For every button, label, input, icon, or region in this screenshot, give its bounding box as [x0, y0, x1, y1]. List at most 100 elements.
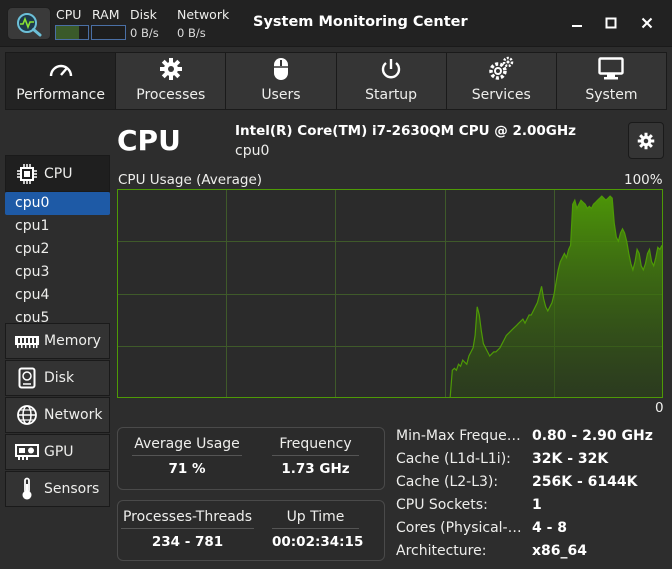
usage-line: [449, 195, 663, 398]
mini-network-value: 0 B/s: [177, 26, 206, 40]
gear-icon: [159, 56, 183, 82]
sidebar-item-memory[interactable]: Memory: [5, 323, 110, 359]
mini-disk-value: 0 B/s: [130, 26, 159, 40]
info-key-cores: Cores (Physical-Lo...: [396, 520, 526, 536]
globe-icon: [14, 404, 40, 426]
info-key-architecture: Architecture:: [396, 543, 487, 559]
tab-label: Users: [261, 87, 301, 103]
monitor-search-icon: [17, 12, 42, 36]
stat-label: Up Time: [272, 509, 359, 529]
gear-icon: [637, 132, 655, 149]
usage-area: [450, 196, 662, 397]
mini-disk-label: Disk: [130, 7, 157, 22]
uptime-stat: Up Time 00:02:34:15: [272, 509, 364, 550]
disk-icon: [14, 367, 40, 389]
info-value-min-max-frequency: 0.80 - 2.90 GHz: [532, 428, 653, 444]
list-item-cpu2[interactable]: cpu2: [15, 241, 50, 257]
mini-network-label: Network: [177, 7, 230, 22]
list-item-cpu5[interactable]: cpu5: [15, 310, 50, 322]
minimize-button[interactable]: [566, 12, 588, 34]
info-value-cpu-sockets: 1: [532, 497, 542, 513]
tab-label: Services: [471, 87, 531, 103]
sidebar-item-label: Network: [44, 407, 103, 423]
tab-processes[interactable]: Processes: [116, 53, 226, 109]
sidebar-item-label: CPU: [44, 165, 73, 182]
cpu-core-list: cpu0 cpu1 cpu2 cpu3 cpu4 cpu5: [5, 192, 110, 322]
mini-ram-label: RAM: [92, 7, 120, 22]
average-usage-stat: Average Usage 71 %: [132, 436, 242, 477]
tab-label: Processes: [136, 87, 206, 103]
mini-cpu-meter: [55, 25, 89, 40]
stat-label: Average Usage: [132, 436, 242, 456]
tab-label: Performance: [16, 87, 105, 103]
monitor-icon: [598, 56, 625, 82]
sidebar-item-sensors[interactable]: Sensors: [5, 471, 110, 507]
info-value-architecture: x86_64: [532, 543, 587, 559]
stat-value: 234 - 781: [151, 534, 224, 550]
maximize-icon: [605, 17, 617, 29]
info-value-cache-l1: 32K - 32K: [532, 451, 609, 467]
sidebar-item-gpu[interactable]: GPU: [5, 434, 110, 470]
info-key-min-max-frequency: Min-Max Frequen...: [396, 428, 526, 444]
tab-users[interactable]: Users: [226, 53, 336, 109]
sidebar-item-label: Sensors: [44, 481, 100, 497]
minimize-icon: [572, 25, 582, 27]
close-button[interactable]: [636, 12, 658, 34]
sidebar-item-network[interactable]: Network: [5, 397, 110, 433]
info-key-cache-l1: Cache (L1d-L1i):: [396, 451, 511, 467]
graph-title: CPU Usage (Average): [118, 172, 263, 188]
stat-value: 71 %: [168, 461, 206, 477]
gears-icon: [487, 56, 515, 82]
tab-label: Startup: [365, 87, 418, 103]
mouse-icon: [272, 56, 290, 82]
header-bar: CPU RAM Disk 0 B/s Network 0 B/s System …: [0, 0, 672, 47]
sidebar-item-label: GPU: [44, 444, 74, 460]
speedometer-icon: [47, 56, 75, 82]
window-title: System Monitoring Center: [253, 14, 468, 30]
stat-value: 1.73 GHz: [281, 461, 350, 477]
power-icon: [379, 56, 403, 82]
processes-threads-stat: Processes-Threads 234 - 781: [121, 509, 254, 550]
thermometer-icon: [14, 477, 40, 500]
info-key-cache-l2-l3: Cache (L2-L3):: [396, 474, 499, 490]
list-item-cpu4[interactable]: cpu4: [15, 287, 50, 303]
list-item-cpu0[interactable]: cpu0: [5, 192, 110, 215]
gpu-icon: [14, 441, 40, 463]
tab-performance[interactable]: Performance: [6, 53, 116, 109]
tab-services[interactable]: Services: [446, 53, 556, 109]
tab-startup[interactable]: Startup: [336, 53, 446, 109]
info-value-cores: 4 - 8: [532, 520, 568, 536]
usage-frequency-card: [117, 427, 385, 490]
selected-cpu-label: cpu0: [235, 143, 270, 159]
sidebar-item-label: Memory: [44, 333, 101, 349]
frequency-stat: Frequency 1.73 GHz: [272, 436, 359, 477]
app-icon[interactable]: [7, 7, 51, 40]
mini-cpu-label: CPU: [56, 7, 82, 22]
memory-icon: [14, 330, 40, 352]
info-key-cpu-sockets: CPU Sockets:: [396, 497, 488, 513]
sidebar-item-label: Disk: [44, 370, 75, 386]
mini-cpu-meter-fill: [56, 26, 79, 39]
info-value-cache-l2-l3: 256K - 6144K: [532, 474, 638, 490]
main-tabbar: Performance Processes Users Startup Serv…: [5, 52, 667, 110]
page-title: CPU: [117, 124, 181, 157]
processes-uptime-card: [117, 500, 385, 561]
stat-label: Frequency: [272, 436, 359, 456]
stat-value: 00:02:34:15: [272, 534, 364, 550]
sidebar-item-cpu[interactable]: CPU: [5, 155, 110, 192]
graph-max-label: 100%: [624, 172, 663, 188]
tab-label: System: [585, 87, 638, 103]
cpu-usage-graph: [117, 189, 663, 398]
graph-min-label: 0: [655, 400, 664, 416]
maximize-button[interactable]: [600, 12, 622, 34]
close-icon: [641, 17, 653, 29]
tab-system[interactable]: System: [556, 53, 667, 109]
sidebar-item-disk[interactable]: Disk: [5, 360, 110, 396]
list-item-cpu1[interactable]: cpu1: [15, 218, 50, 234]
settings-button[interactable]: [628, 122, 664, 159]
stat-label: Processes-Threads: [121, 509, 254, 529]
cpu-chip-icon: [16, 163, 38, 185]
device-sidebar: CPU cpu0 cpu1 cpu2 cpu3 cpu4 cpu5 Memory…: [5, 155, 110, 507]
list-item-cpu3[interactable]: cpu3: [15, 264, 50, 280]
mini-ram-meter: [91, 25, 126, 40]
